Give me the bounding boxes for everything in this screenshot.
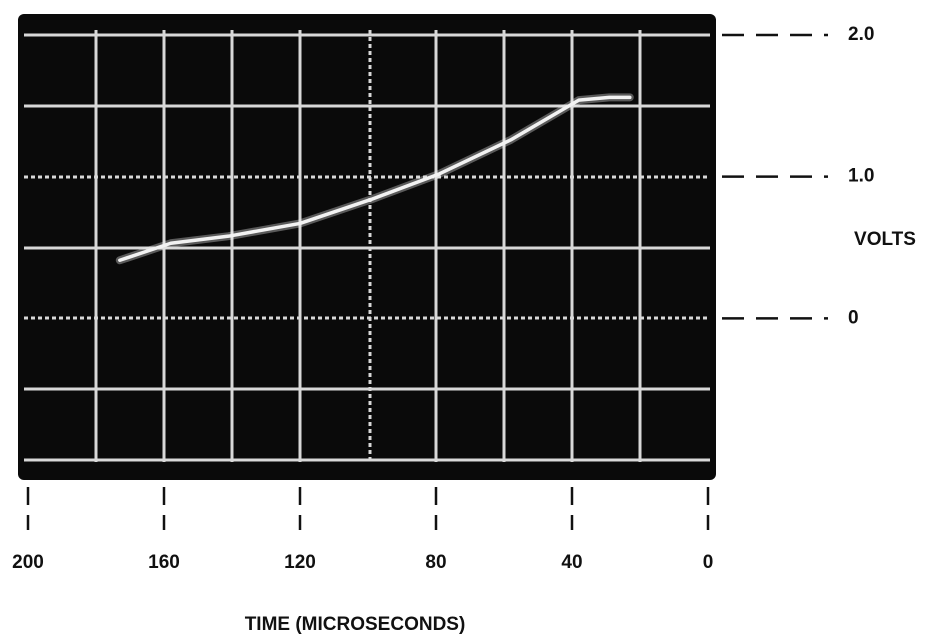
graticule: [24, 30, 710, 462]
x-tick-label: 120: [284, 552, 316, 573]
x-tick-label: 40: [561, 552, 582, 573]
x-tick-label: 160: [148, 552, 180, 573]
x-tick-label: 80: [425, 552, 446, 573]
x-tick-label: 0: [703, 552, 714, 573]
y-tick-label: 0: [848, 307, 859, 328]
x-tick-label: 200: [12, 552, 44, 573]
y-tick-label: 1.0: [848, 166, 874, 187]
trace: [118, 95, 632, 262]
x-axis-label: TIME (MICROSECONDS): [245, 614, 466, 635]
y-tick-label: 2.0: [848, 24, 874, 45]
y-axis-label: VOLTS: [854, 229, 916, 250]
